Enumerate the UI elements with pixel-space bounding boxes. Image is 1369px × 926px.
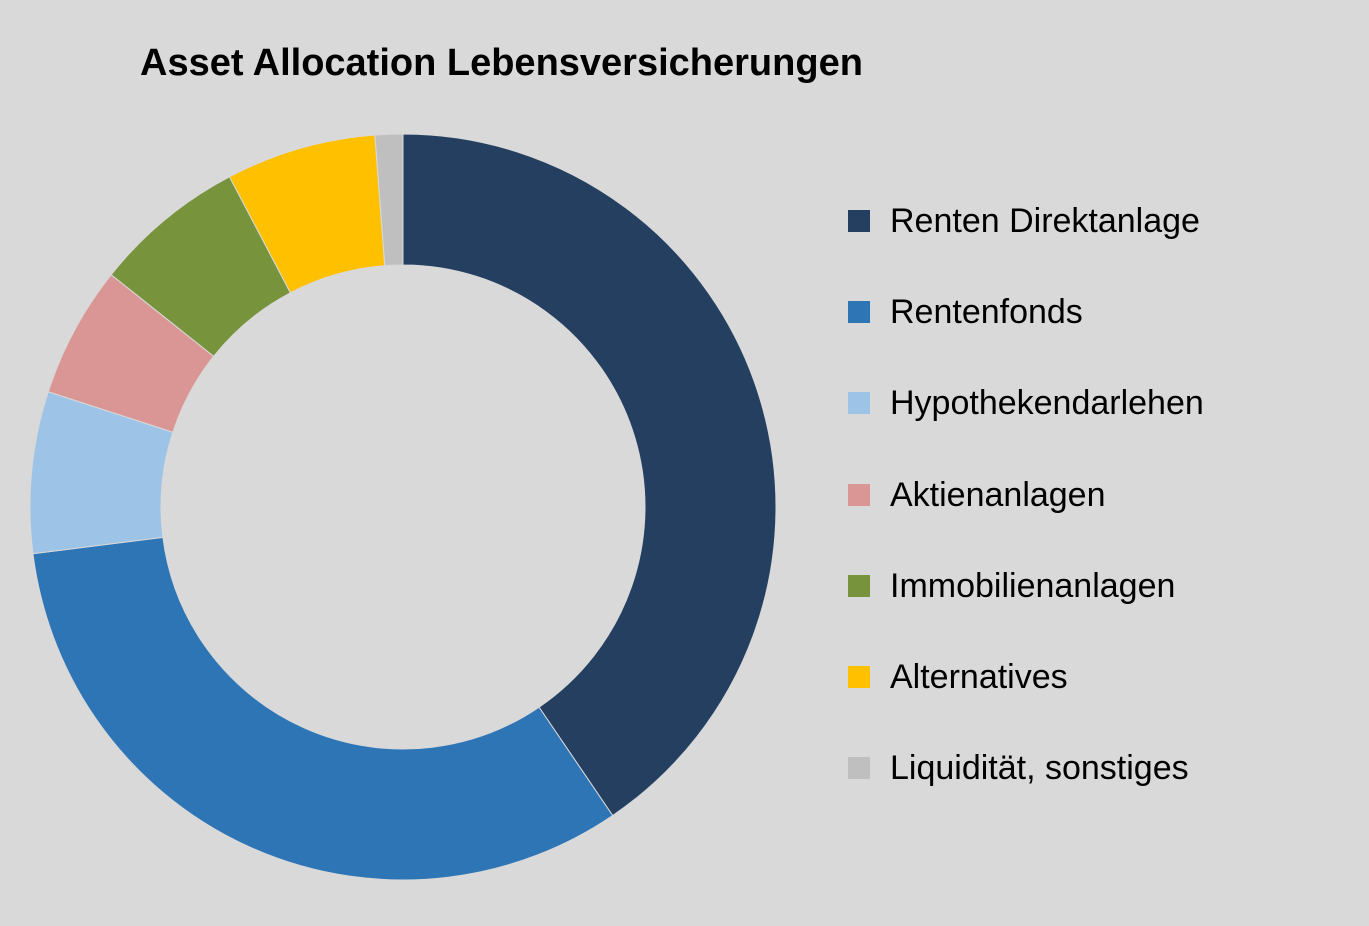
donut-slice-7 xyxy=(374,133,404,267)
legend-item: Aktienanlagen xyxy=(848,470,1204,561)
legend-swatch xyxy=(848,301,870,324)
legend-label: Renten Direktanlage xyxy=(890,202,1200,240)
legend-item: Hypothekendarlehen xyxy=(848,378,1204,469)
legend-swatch xyxy=(848,574,870,597)
legend-swatch xyxy=(848,210,870,232)
legend-swatch xyxy=(848,757,870,780)
donut-chart xyxy=(29,133,777,881)
legend-label: Liquidität, sonstiges xyxy=(890,749,1189,788)
legend-swatch xyxy=(848,665,870,688)
legend-item: Renten Direktanlage xyxy=(848,196,1204,287)
legend-swatch xyxy=(848,483,870,506)
legend-item: Alternatives xyxy=(848,652,1204,743)
chart-legend: Renten Direktanlage Rentenfonds Hypotheken… xyxy=(848,196,1204,834)
legend-item: Immobilienanlagen xyxy=(848,561,1204,652)
donut-slice-2 xyxy=(32,536,614,881)
legend-swatch xyxy=(848,392,870,415)
legend-item: Liquidität, sonstiges xyxy=(848,743,1204,834)
legend-label: Aktienanlagen xyxy=(890,475,1106,514)
legend-label: Immobilienanlagen xyxy=(890,566,1176,605)
chart-title: Asset Allocation Lebensversicherungen xyxy=(140,42,863,84)
donut-slice-1 xyxy=(402,133,777,817)
legend-label: Alternatives xyxy=(890,657,1068,696)
legend-label: Hypothekendarlehen xyxy=(890,384,1204,423)
legend-item: Rentenfonds xyxy=(848,287,1204,378)
legend-label: Rentenfonds xyxy=(890,293,1083,332)
